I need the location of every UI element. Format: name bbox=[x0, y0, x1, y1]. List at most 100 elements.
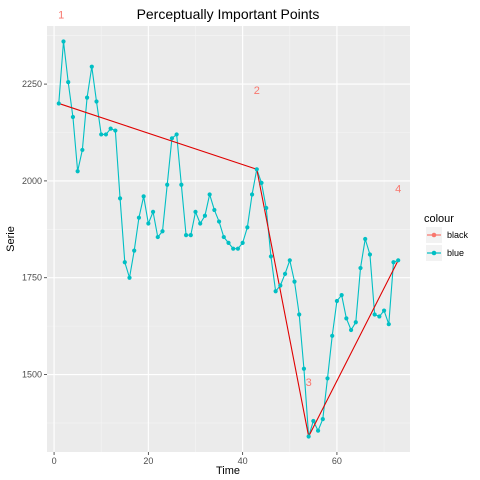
data-point-blue bbox=[377, 314, 382, 319]
data-point-blue bbox=[136, 215, 142, 220]
plot-panel bbox=[47, 26, 410, 452]
data-point-blue bbox=[306, 434, 311, 439]
x-tick-label: 0 bbox=[52, 456, 57, 466]
data-point-blue bbox=[113, 128, 118, 133]
legend: colour black blue bbox=[424, 213, 469, 261]
y-axis-title: Serie bbox=[5, 226, 17, 252]
y-tick-label: 1500 bbox=[22, 370, 42, 380]
data-point-blue bbox=[127, 275, 132, 280]
data-point-blue bbox=[198, 221, 203, 226]
data-point-blue bbox=[273, 289, 278, 294]
data-point-blue bbox=[103, 132, 109, 137]
data-point-blue bbox=[66, 80, 71, 85]
data-point-blue bbox=[80, 147, 85, 153]
annotation-layer: 1 2 3 4 bbox=[58, 9, 401, 389]
data-point-blue bbox=[179, 182, 184, 187]
data-point-blue bbox=[348, 327, 354, 333]
data-point-blue bbox=[226, 240, 231, 245]
y-tick-label: 2250 bbox=[22, 79, 42, 89]
data-point-blue bbox=[381, 308, 387, 313]
pip-label: 3 bbox=[306, 377, 312, 389]
data-point-blue bbox=[315, 428, 321, 433]
legend-label: black bbox=[447, 230, 469, 240]
data-point-blue bbox=[372, 312, 377, 317]
data-point-blue bbox=[146, 221, 151, 226]
data-point-blue bbox=[320, 416, 325, 422]
data-point-blue bbox=[188, 233, 193, 238]
data-point-blue bbox=[75, 169, 80, 174]
data-point-blue bbox=[292, 279, 297, 284]
data-point-blue bbox=[84, 95, 90, 100]
data-point-blue bbox=[202, 213, 208, 218]
data-point-blue bbox=[334, 298, 340, 304]
x-axis-title: Time bbox=[216, 465, 240, 477]
y-tick-label: 1750 bbox=[22, 273, 42, 283]
data-point-blue bbox=[117, 196, 123, 201]
legend-title: colour bbox=[424, 213, 454, 225]
pip-label: 2 bbox=[254, 85, 260, 97]
data-point-blue bbox=[339, 293, 344, 298]
data-point-blue bbox=[264, 205, 269, 211]
data-point-blue bbox=[193, 209, 198, 214]
data-point-blue bbox=[301, 366, 307, 371]
x-tick-label: 40 bbox=[238, 456, 248, 466]
series-line-black bbox=[58, 102, 399, 439]
data-point-blue bbox=[212, 207, 217, 213]
data-point-blue bbox=[108, 126, 113, 131]
data-point-blue bbox=[391, 260, 396, 265]
data-point-blue bbox=[174, 132, 179, 137]
x-tick-label: 20 bbox=[143, 456, 153, 466]
data-point-blue bbox=[169, 136, 175, 141]
tick-layer: 0 20 40 60 1500 1750 2000 2250 bbox=[22, 79, 342, 466]
data-point-blue bbox=[165, 182, 170, 187]
data-point-blue bbox=[235, 246, 241, 251]
data-point-blue bbox=[297, 312, 302, 317]
data-point-blue bbox=[259, 180, 264, 185]
data-point-blue bbox=[245, 225, 250, 230]
data-point-blue bbox=[240, 240, 245, 245]
data-point-blue bbox=[132, 248, 137, 253]
data-point-blue bbox=[216, 219, 222, 224]
data-point-blue bbox=[330, 333, 335, 338]
data-point-blue bbox=[278, 283, 283, 288]
data-point-blue bbox=[221, 234, 226, 240]
data-point-blue bbox=[122, 260, 127, 265]
legend-label: blue bbox=[447, 248, 464, 258]
data-point-blue bbox=[386, 322, 391, 327]
data-point-blue bbox=[160, 229, 165, 234]
data-point-blue bbox=[183, 233, 189, 238]
data-point-blue bbox=[70, 114, 76, 120]
pip-label: 4 bbox=[395, 184, 401, 196]
data-point-blue bbox=[56, 101, 61, 106]
data-point-blue bbox=[367, 252, 373, 257]
data-point-blue bbox=[287, 258, 292, 263]
legend-key-point bbox=[431, 250, 437, 256]
y-tick-label: 2000 bbox=[22, 176, 42, 186]
data-point-blue bbox=[141, 194, 146, 199]
data-point-blue bbox=[61, 39, 66, 44]
chart-title: Perceptually Important Points bbox=[137, 6, 320, 22]
major-gridlines bbox=[47, 26, 410, 452]
data-point-blue bbox=[353, 320, 358, 325]
data-point-blue bbox=[311, 418, 316, 424]
data-point-blue bbox=[207, 192, 212, 197]
data-point-blue bbox=[231, 246, 236, 251]
data-point-blue bbox=[249, 192, 255, 197]
data-point-blue bbox=[325, 376, 330, 381]
data-point-blue bbox=[363, 236, 368, 242]
pip-label: 1 bbox=[58, 9, 64, 21]
data-point-blue bbox=[94, 99, 99, 104]
data-point-blue bbox=[396, 258, 401, 263]
legend-key-point bbox=[431, 232, 437, 238]
data-point-blue bbox=[282, 271, 288, 276]
data-point-blue bbox=[89, 64, 94, 69]
data-point-blue bbox=[268, 254, 274, 259]
data-point-blue bbox=[254, 167, 259, 172]
data-point-blue bbox=[344, 316, 349, 321]
data-point-blue bbox=[155, 234, 160, 240]
data-point-blue bbox=[150, 209, 156, 214]
data-point-blue bbox=[358, 265, 363, 271]
data-point-blue bbox=[99, 132, 104, 137]
x-tick-label: 60 bbox=[332, 456, 342, 466]
